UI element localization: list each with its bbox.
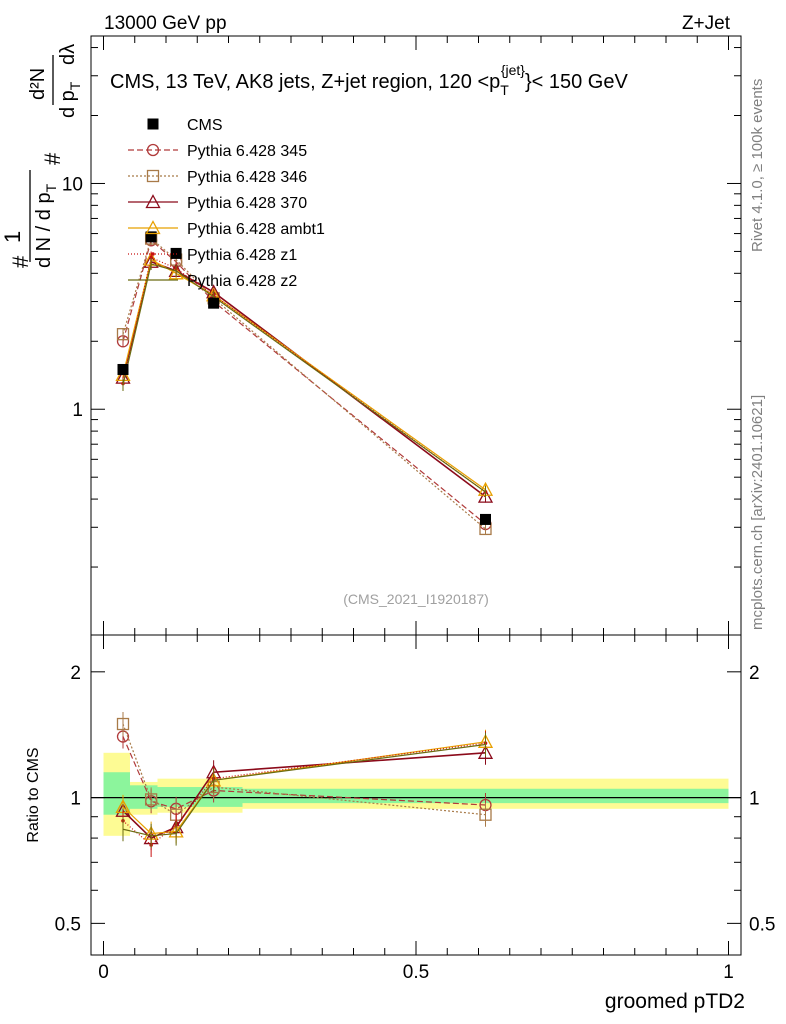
legend-marker (151, 252, 155, 256)
series-line-pythia-6-428-345 (122, 239, 486, 525)
data-point (480, 513, 491, 525)
ratio-y-tick-label-right: 1 (749, 789, 760, 810)
x-tick-label: 0.5 (403, 962, 429, 983)
series-line-pythia-6-428-370 (122, 260, 486, 498)
data-point (116, 328, 130, 341)
energy-label: 13000 GeV pp (104, 13, 227, 34)
legend-item-pythia-6-428-346: Pythia 6.428 346 (128, 169, 307, 186)
legend-marker (147, 118, 159, 130)
ylabel-dpt-sub: T (67, 81, 83, 90)
series-line-pythia-6-428-z2 (122, 263, 486, 493)
ylabel-dpt-text: d p (57, 90, 79, 118)
ratio-y-tick-label: 2 (70, 663, 81, 684)
rivet-version-label: Rivet 4.1.0, ≥ 100k events (749, 79, 766, 252)
ylabel-denominator-sub: T (43, 183, 59, 192)
legend-item-pythia-6-428-z1: Pythia 6.428 z1 (128, 247, 297, 264)
series-line-pythia-6-428-346 (122, 237, 486, 530)
ratio-point (479, 808, 492, 821)
ratio-line-pythia-6-428-345 (122, 736, 486, 810)
ylabel-hash-outer: # (8, 255, 33, 268)
uncertainty-band-green (103, 772, 130, 815)
data-point (117, 363, 129, 375)
ylabel-dpt: d pT (57, 81, 83, 118)
data-point (208, 297, 220, 309)
ratio-series-pythia-6-428-346 (116, 712, 492, 827)
x-tick-label: 1 (723, 962, 734, 983)
plot-title: CMS, 13 TeV, AK8 jets, Z+jet region, 120… (110, 62, 628, 98)
plot-title-sub: T (500, 82, 509, 98)
x-tick-label: 0 (98, 962, 109, 983)
series-pythia-6-428-346 (116, 232, 492, 536)
process-label: Z+Jet (682, 13, 731, 34)
legend-item-cms: CMS (147, 117, 223, 134)
legend-item-pythia-6-428-z2: Pythia 6.428 z2 (128, 273, 297, 290)
y-tick-label: 1 (72, 400, 83, 421)
ratio-y-tick-label: 1 (70, 789, 81, 810)
uncertainty-band-green (157, 787, 243, 807)
ylabel-one: 1 (0, 231, 25, 243)
ratio-y-axis-label: Ratio to CMS (25, 747, 42, 842)
main-axis-ticks: 1 10 (62, 36, 741, 636)
legend-label: CMS (187, 117, 223, 134)
series-pythia-6-428-z2 (122, 257, 486, 498)
legend-item-pythia-6-428-345: Pythia 6.428 345 (128, 143, 307, 160)
ylabel-denominator-text: d N / d p (33, 192, 55, 268)
legend-marker (145, 194, 161, 209)
data-point (477, 488, 494, 503)
ylabel-denominator: d N / d pT (33, 183, 59, 268)
series-cms (117, 231, 491, 525)
main-plot-area (115, 231, 494, 536)
legend-label: Pythia 6.428 346 (187, 169, 307, 186)
data-point (145, 231, 157, 243)
plot-title-sup: {jet} (501, 62, 525, 78)
ylabel-d2n: d²N (27, 68, 49, 100)
ratio-point (116, 717, 130, 731)
legend: CMS Pythia 6.428 345 Pythia 6.428 346 Pythi… (128, 117, 325, 290)
legend-label: Pythia 6.428 z2 (187, 273, 297, 290)
ratio-point (477, 744, 494, 759)
legend-item-pythia-6-428-370: Pythia 6.428 370 (128, 194, 307, 212)
y-tick-label: 10 (62, 174, 83, 195)
legend-item-pythia-6-428-ambt1: Pythia 6.428 ambt1 (128, 220, 325, 238)
main-y-axis-label: # 1 d N / d pT # d²N d pT dλ (0, 44, 83, 268)
ratio-plot-area (91, 712, 741, 858)
ratio-axis-ticks: 0.5 0.5 1 1 2 2 0 0.5 1 (55, 635, 775, 983)
legend-marker (146, 143, 160, 157)
legend-label: Pythia 6.428 370 (187, 195, 307, 212)
ratio-point (144, 793, 158, 806)
ylabel-hash-inner: # (40, 152, 65, 165)
analysis-id-label: (CMS_2021_I1920187) (343, 591, 489, 607)
legend-marker (145, 220, 161, 235)
data-point (149, 255, 153, 260)
mcplots-label: mcplots.cern.ch [arXiv:2401.10621] (749, 395, 766, 630)
ylabel-dlambda: dλ (57, 44, 79, 65)
x-axis-label: groomed pTD2 (605, 990, 745, 1013)
ratio-series-pythia-6-428-z2 (122, 732, 486, 848)
ratio-y-tick-label-right: 0.5 (749, 914, 775, 935)
legend-label: Pythia 6.428 345 (187, 143, 307, 160)
ratio-y-tick-label-right: 2 (749, 663, 760, 684)
plot-title-prefix: CMS, 13 TeV, AK8 jets, Z+jet region, 120… (110, 71, 500, 93)
plot-title-suffix: }< 150 GeV (525, 71, 629, 93)
ratio-y-tick-label: 0.5 (55, 914, 81, 935)
legend-label: Pythia 6.428 ambt1 (187, 221, 325, 238)
series-pythia-6-428-370 (115, 253, 494, 503)
legend-label: Pythia 6.428 z1 (187, 247, 297, 264)
legend-marker (146, 169, 160, 183)
